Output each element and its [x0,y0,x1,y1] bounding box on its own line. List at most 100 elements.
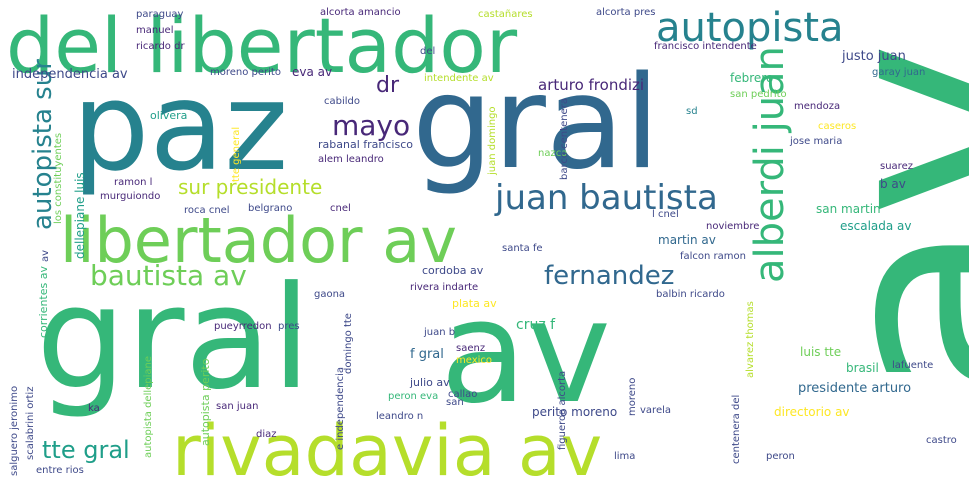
word: san pedrito [730,89,787,100]
word: av [40,249,51,262]
word: cordoba av [422,264,484,277]
word: julio av [410,376,450,389]
word: varela [640,405,671,416]
word: moreno perito [210,67,281,78]
word: justo juan [842,49,906,64]
word: corrientes av [37,266,50,338]
word: l cnel [652,209,679,220]
word: escalada av [840,219,912,233]
word: del libertador [6,1,518,90]
word: gral [36,256,311,421]
word: brasil [846,361,879,375]
word: centenera del [731,394,742,464]
word: falcon ramon [680,251,746,262]
word: juan bautista [495,178,718,218]
word: ka [88,403,100,414]
word: directorio av [774,405,850,419]
word: tte gral [42,436,130,464]
word: intendente av [424,73,494,84]
word: diaz [256,429,277,440]
word: garay juan [872,67,926,78]
word: rivadavia av [172,410,603,490]
word: ricardo dr [136,41,185,52]
word: bautista av [90,259,247,292]
word: callao [448,389,478,400]
word: nazca [538,148,568,159]
word: balbin ricardo [656,289,725,300]
word: arturo frondizi [538,76,645,94]
word: febrero [730,71,774,85]
word: presidente arturo [798,381,912,396]
word: caseros [818,121,857,132]
word: castañares [478,9,533,20]
word: rabanal francisco [318,138,413,151]
word: belgrano [248,203,293,214]
word: olivera [150,109,188,122]
word: luis tte [800,345,842,359]
word: suarez [880,161,913,172]
word: moreno [627,377,638,416]
word: manuel [136,25,174,36]
word: dellepiane luis [73,172,87,259]
word: dr [376,73,400,98]
word: f gral [410,347,444,362]
word: gral [412,49,660,198]
word: autopista dellepiane [143,355,154,458]
word: independencia av [12,67,128,82]
word: scalabrini ortiz [25,386,36,460]
word: pres [278,321,300,332]
word: mendoza [794,101,841,112]
word: san martin [816,202,881,216]
word: autopista perito [199,358,212,446]
word: mexico [456,355,493,366]
word: alem leandro [318,154,384,165]
word: del [420,46,436,57]
word: tte general [231,126,242,182]
word: lafuente [892,360,934,371]
word: santa fe [502,243,543,254]
word: barco centenera [559,98,570,180]
word: entre rios [36,465,84,476]
word: peron [766,451,795,462]
word: leandro n [376,411,424,422]
word: rivera indarte [410,282,479,293]
word: cruz f [516,317,556,333]
word: eva av [292,65,333,79]
word: libertador av [60,204,457,277]
word: los constituyentes [53,132,64,224]
word: saenz [456,343,486,354]
word: francisco intendente [654,41,757,52]
word: b av [880,177,906,191]
word: av [440,270,612,435]
word: sur presidente [178,175,323,199]
word: paraguay [136,9,184,20]
word: mayo [332,109,411,142]
word: juan domingo [487,106,498,175]
word: alvarez thomas [745,301,756,378]
word: pueyrredon [214,321,272,332]
word: san [446,397,464,408]
word: peron eva [388,391,439,402]
word: plata av [452,297,497,310]
word: ramon l [114,177,153,188]
word: juan b [424,327,456,338]
word: sd [686,106,698,117]
word: noviembre [706,221,760,232]
word: roca cnel [184,205,230,216]
word: paz [72,56,289,198]
word: lima [614,451,636,462]
word: murguiondo [100,191,161,202]
word: castro [926,435,957,446]
word: perito moreno [532,405,618,419]
word: cabildo [324,96,360,107]
word: alcorta pres [596,7,656,18]
word: jose maria [790,136,843,147]
word: autopista [656,5,844,51]
word: domingo tte [343,313,354,374]
word: e independencia [335,366,346,450]
word: alcorta amancio [320,7,401,18]
word: fernandez [544,261,675,291]
word: gaona [314,289,346,300]
word: cnel [330,203,351,214]
word: figueroa alcorta [557,370,568,450]
